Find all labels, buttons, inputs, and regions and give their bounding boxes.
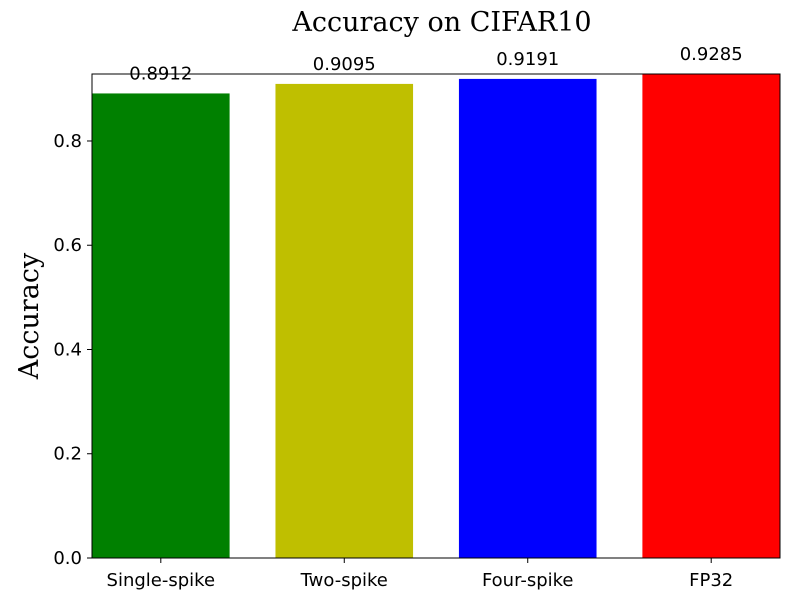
y-tick-label: 0.0 [53,548,82,569]
value-labels-group: 0.8912 0.9095 0.9191 0.9285 [129,44,742,84]
bars-group [92,74,780,558]
y-tick-label: 0.2 [53,444,82,465]
y-tick-label: 0.8 [53,131,82,152]
plot-frame [91,73,781,559]
bar-two-spike [275,83,414,558]
x-tick-label: Four-spike [482,570,574,591]
bar-four-spike [458,78,597,558]
bar-value-label: 0.9095 [313,54,376,75]
y-axis-ticks: 0.0 0.2 0.4 0.6 0.8 [53,131,92,569]
y-axis-label: Accuracy [14,252,45,380]
y-tick-label: 0.4 [53,339,82,360]
bar-value-label: 0.9285 [680,44,743,65]
y-tick-label: 0.6 [53,235,82,256]
x-tick-label: Single-spike [107,570,216,591]
x-tick-label: FP32 [689,570,733,591]
bar-single-spike [92,93,230,558]
bar-value-label: 0.9191 [496,49,559,70]
x-tick-label: Two-spike [300,570,388,591]
bar-fp32 [642,74,780,558]
x-axis-ticks: Single-spike Two-spike Four-spike FP32 [107,558,733,591]
chart-title: Accuracy on CIFAR10 [291,7,591,38]
